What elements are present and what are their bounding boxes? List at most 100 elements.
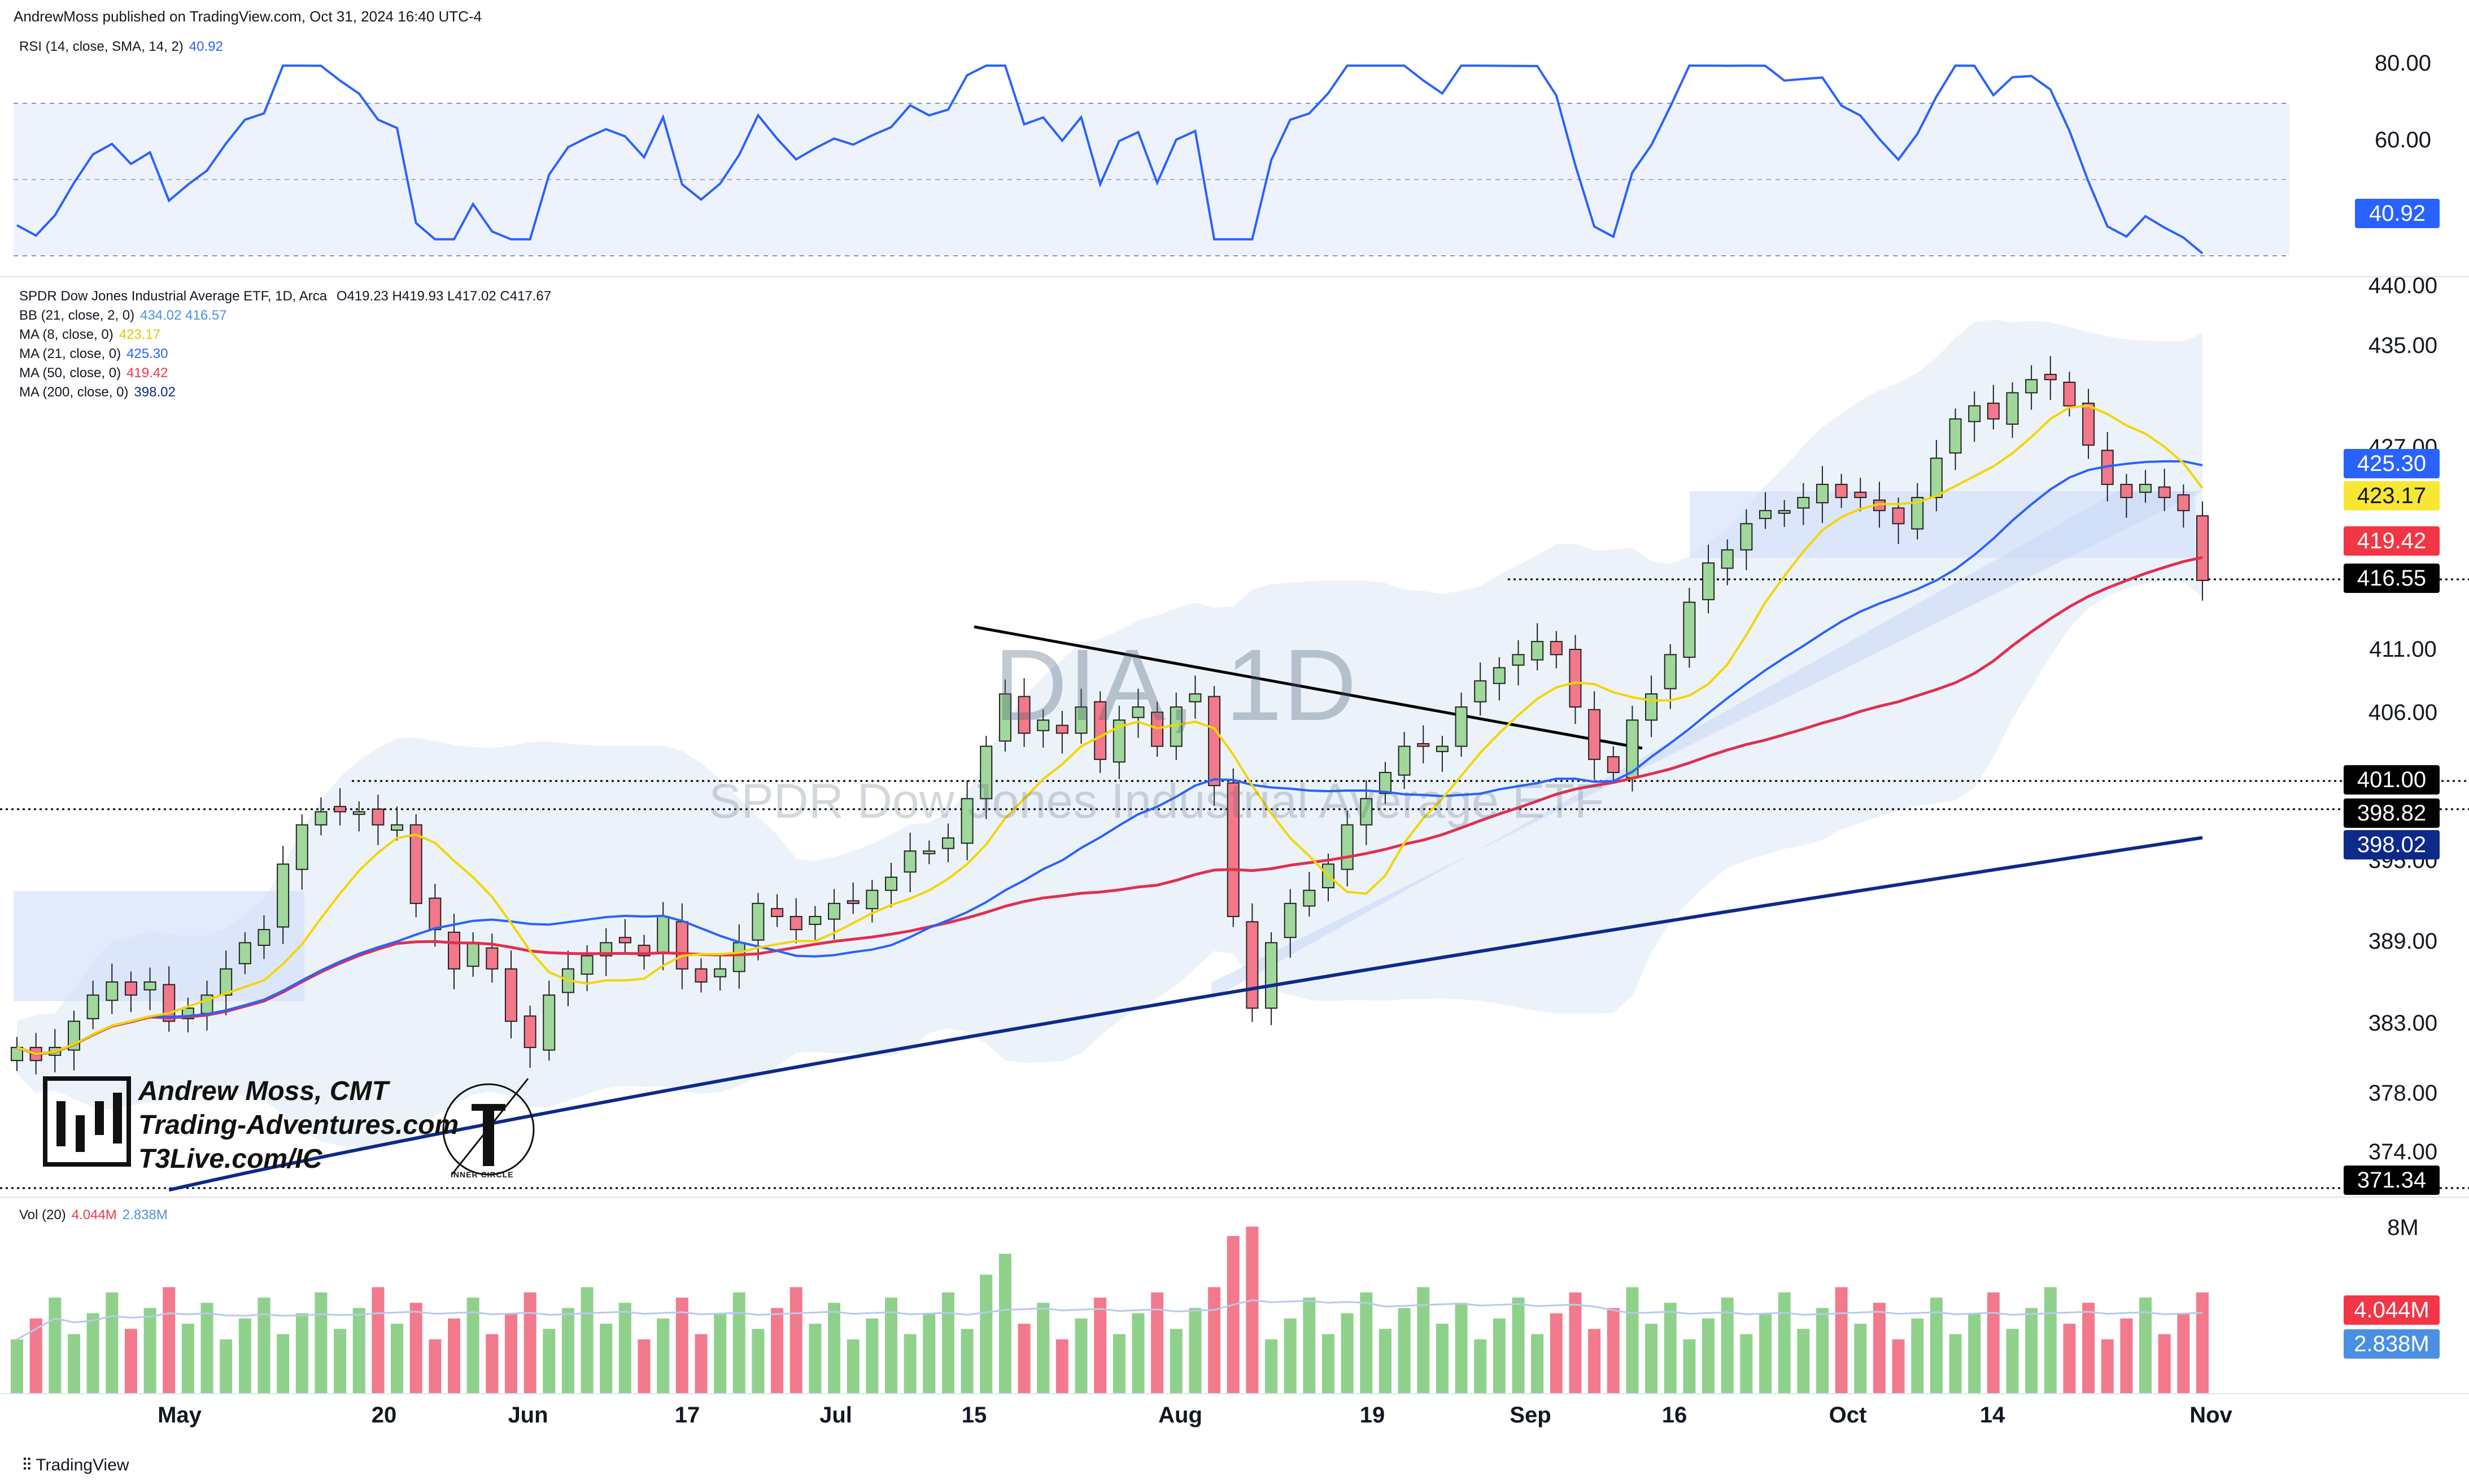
volume-bar (1835, 1287, 1848, 1394)
date-tick: 19 (1359, 1403, 1385, 1428)
candle-body (1759, 510, 1772, 520)
volume-bar (828, 1303, 841, 1394)
rsi-legend: RSI (14, close, SMA, 14, 2) 40.92 (19, 37, 223, 56)
candle-body (1740, 523, 1753, 551)
volume-bar (1740, 1334, 1753, 1394)
candle-body (372, 808, 385, 826)
volume-bar (1037, 1303, 1050, 1394)
ma50-line (16, 556, 2203, 1056)
volume-bar (1132, 1313, 1145, 1394)
volume-label: 4.044M (2344, 1295, 2440, 1325)
symbol-title[interactable]: SPDR Dow Jones Industrial Average ETF, 1… (19, 289, 328, 304)
candle-body (2139, 483, 2152, 493)
volume-bar (1512, 1297, 1525, 1394)
date-tick: 20 (371, 1403, 397, 1428)
brand-site: Trading-Adventures.com (138, 1110, 459, 1140)
candle-body (143, 981, 156, 990)
rsi-label: RSI (14, close, SMA, 14, 2) (19, 39, 184, 54)
candle-body (1987, 403, 2000, 420)
candle-body (2044, 374, 2057, 381)
volume-bar (923, 1313, 936, 1394)
volume-bar (1911, 1318, 1924, 1394)
candle-body (1227, 782, 1240, 918)
candle-body (2006, 392, 2019, 425)
volume-bar (1664, 1303, 1677, 1394)
volume-ma-line (16, 1299, 2203, 1341)
inner-circle-logo (442, 1078, 535, 1176)
volume-bar (1778, 1292, 1791, 1394)
candle-body (2120, 483, 2133, 499)
volume-bar (2158, 1334, 2171, 1394)
candle-body (941, 837, 954, 849)
ma200-line (168, 836, 2203, 1192)
indicator-ma8[interactable]: MA (8, close, 0) 423.17 (19, 327, 161, 342)
candle-body (486, 947, 499, 970)
volume-bar (277, 1334, 290, 1394)
date-tick: 15 (961, 1403, 987, 1428)
candle-body (238, 942, 251, 964)
volume-bar (49, 1297, 62, 1394)
volume-bar (1094, 1297, 1107, 1394)
candle-body (828, 902, 841, 920)
candle-body (1607, 756, 1620, 773)
volume-bar (1170, 1329, 1183, 1394)
indicator-ma21[interactable]: MA (21, close, 0) 425.30 (19, 346, 168, 361)
volume-axis-tick: 8M (2387, 1215, 2419, 1240)
candle-body (2177, 494, 2190, 512)
indicator-ma200[interactable]: MA (200, close, 0) 398.02 (19, 385, 176, 400)
price-axis-tick: 440.00 (2368, 273, 2438, 298)
candle-body (106, 981, 119, 1001)
volume-bar (1417, 1287, 1430, 1394)
volume-bar (67, 1334, 80, 1394)
volume-bar (1208, 1287, 1221, 1394)
volume-bar (998, 1254, 1011, 1394)
volume-bar (1930, 1297, 1943, 1394)
volume-bar (1151, 1292, 1164, 1394)
candle-body (258, 929, 271, 946)
volume-bar (1987, 1292, 2000, 1394)
candle-body (1531, 641, 1544, 661)
volume-bar (352, 1308, 365, 1394)
date-tick: Aug (1158, 1403, 1202, 1428)
volume-bar (238, 1318, 251, 1394)
price-axis-tick: 389.00 (2368, 929, 2438, 954)
candle-body (1512, 654, 1525, 666)
volume-bar (1892, 1339, 1905, 1394)
candle-body (1455, 706, 1468, 747)
volume-bar (809, 1324, 822, 1394)
candle-body (504, 968, 517, 1022)
candle-body (1341, 824, 1354, 870)
volume-bar (372, 1287, 385, 1394)
volume-bar (2082, 1303, 2095, 1394)
candle-body (466, 942, 479, 967)
volume-bar (1797, 1329, 1810, 1394)
price-axis-tick: 411.00 (2369, 637, 2437, 662)
rsi-axis-80: 80.00 (2374, 51, 2432, 76)
candle-body (904, 850, 917, 873)
volume-ma-value: 2.838M (122, 1207, 168, 1223)
volume-bar (200, 1303, 213, 1394)
price-pane (0, 320, 2469, 1192)
volume-bar (2025, 1308, 2038, 1394)
indicator-bb[interactable]: BB (21, close, 2, 0) 434.02 416.57 (19, 308, 227, 323)
volume-bar (1360, 1292, 1373, 1394)
candle-body (315, 811, 328, 826)
candle-body (1436, 745, 1449, 752)
volume-bar (752, 1329, 765, 1394)
candle-logo (43, 1076, 131, 1167)
downtrend-line (974, 625, 1643, 750)
volume-bar (143, 1308, 156, 1394)
volume-bar (1455, 1303, 1468, 1394)
volume-bar (543, 1329, 556, 1394)
indicator-ma50[interactable]: MA (50, close, 0) 419.42 (19, 365, 168, 381)
volume-bar (1075, 1318, 1088, 1394)
brand-t3live: T3Live.com/IC (138, 1144, 322, 1174)
rsi-value-label: 40.92 (2355, 199, 2440, 228)
candle-body (2158, 486, 2171, 499)
volume-bar (2139, 1297, 2152, 1394)
tradingview-logo[interactable]: ⫶⫶ TradingView (23, 1456, 129, 1474)
candle-body (847, 900, 860, 904)
volume-bar (1949, 1334, 1962, 1394)
volume-bar (391, 1324, 404, 1394)
